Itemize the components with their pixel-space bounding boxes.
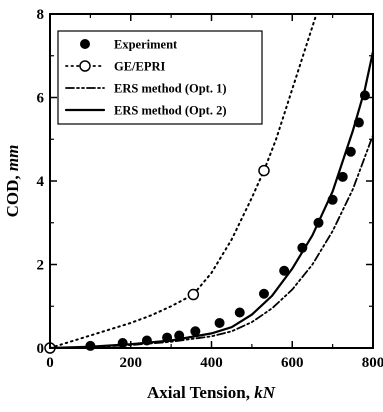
x-axis-label: Axial Tension, kN: [147, 383, 276, 402]
experiment-point-10: [279, 265, 290, 276]
legend-symbol-experiment: [80, 39, 90, 49]
x-tick-label-800: 800: [362, 355, 383, 371]
y-tick-label-6: 6: [37, 91, 45, 107]
experiment-point-15: [345, 146, 356, 157]
ge-epri-marker-2: [258, 164, 270, 177]
y-tick-label-0: 0: [37, 341, 45, 357]
experiment-point-6: [190, 326, 201, 337]
legend: Experiment GE/EPRI ERS method (Opt. 1) ERS …: [57, 30, 263, 125]
experiment-point-9: [258, 288, 269, 299]
ers-method-opt-2-line: [50, 50, 373, 348]
experiment-point-11: [297, 242, 308, 253]
ge-epri-line: [50, 14, 318, 348]
ge-epri-marker-1: [187, 288, 200, 301]
y-tick-label-8: 8: [37, 7, 45, 23]
series-layer: [44, 14, 373, 354]
x-tick-label-600: 600: [281, 355, 304, 371]
legend-box: [57, 30, 263, 125]
experiment-point-7: [214, 317, 225, 328]
y-axis-label: COD, mm: [3, 145, 22, 218]
experiment-point-8: [234, 307, 245, 318]
legend-marker-ge-epri: [79, 60, 91, 72]
x-tick-label-200: 200: [120, 355, 143, 371]
ticks-layer: 0 200 400 600 800 0 2 4 6 8: [37, 7, 383, 371]
y-tick-label-2: 2: [37, 258, 45, 274]
experiment-point-14: [337, 171, 348, 182]
legend-label-ers-method-opt-2: ERS method (Opt. 2): [114, 104, 227, 118]
x-tick-label-0: 0: [46, 355, 54, 371]
legend-label-ge-epri: GE/EPRI: [114, 60, 166, 74]
legend-label-ers-method-opt-1: ERS method (Opt. 1): [114, 82, 227, 96]
ers-method-opt-1-line: [50, 134, 373, 348]
y-tick-label-4: 4: [37, 174, 45, 190]
x-tick-label-400: 400: [200, 355, 223, 371]
legend-label-experiment: Experiment: [114, 38, 178, 52]
